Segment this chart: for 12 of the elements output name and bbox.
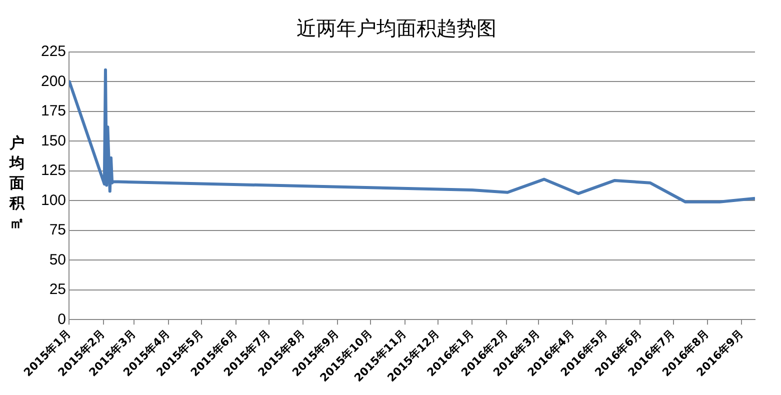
y-axis-title: 户均面积㎡ (8, 133, 26, 233)
y-tick-label: 0 (58, 310, 66, 328)
y-tick-label: 175 (40, 102, 66, 120)
y-tick-label: 100 (40, 192, 66, 209)
y-tick-label: 225 (40, 43, 66, 60)
y-tick-label: 75 (49, 222, 66, 239)
y-tick-label: 50 (49, 251, 66, 268)
y-tick-label: 125 (40, 162, 66, 180)
chart-title: 近两年户均面积趋势图 (296, 16, 496, 40)
y-tick-label: 200 (40, 72, 66, 90)
y-tick-label: 25 (49, 281, 66, 298)
y-tick-label: 150 (40, 132, 66, 150)
